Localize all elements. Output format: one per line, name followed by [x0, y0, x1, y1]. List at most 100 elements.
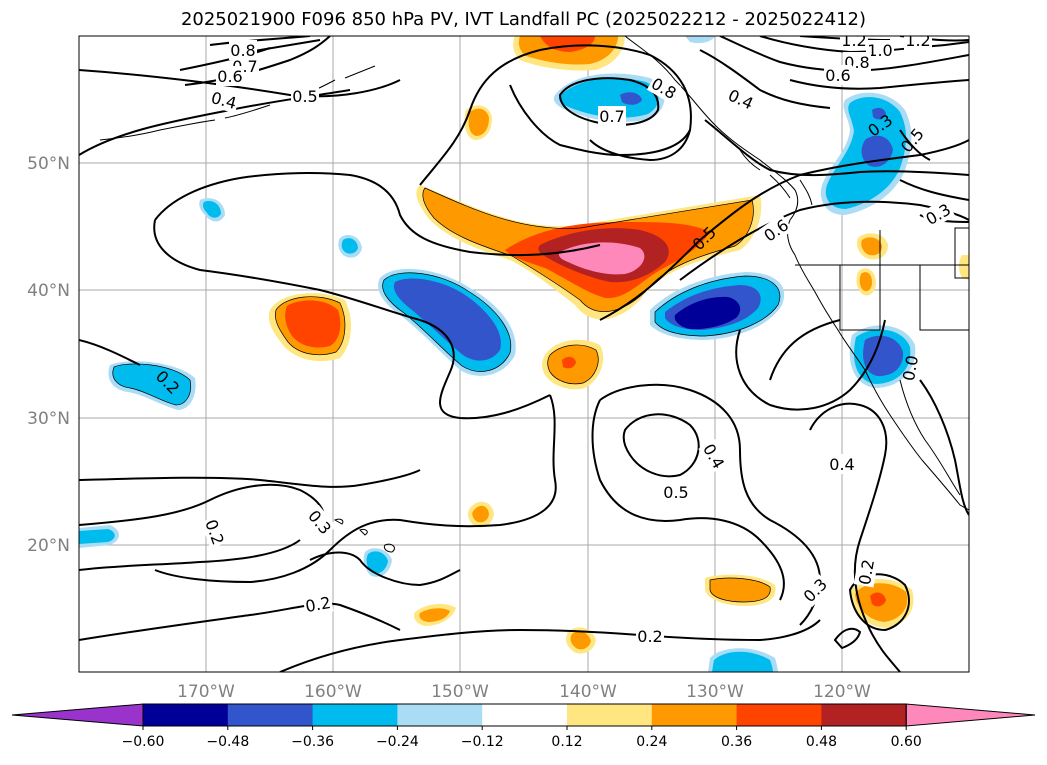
- latitude-labels: 50°N 40°N 30°N 20°N: [27, 154, 70, 556]
- coastline-north-america: [624, 36, 969, 511]
- contour-line-34: [833, 627, 862, 650]
- coastline-baja: [899, 379, 961, 496]
- contour-label-21: 0.5: [663, 483, 688, 502]
- shade-positive-patch-9b: [570, 631, 591, 650]
- contour-label-29: 0.0: [899, 354, 922, 382]
- lat-label-30n: 30°N: [27, 409, 70, 429]
- colorbar-segment: [567, 704, 653, 726]
- contour-line-26: [79, 602, 401, 641]
- shade-negative-patch-3b: [559, 78, 659, 118]
- shade-negative-patch-8b: [341, 238, 358, 254]
- contour-line-23: [79, 483, 325, 526]
- contour-line-14: [789, 79, 969, 90]
- contour-line-10: [699, 49, 831, 109]
- colorbar-segment: [736, 704, 822, 726]
- border-states-3: [919, 265, 969, 331]
- colorbar-tick-label: −0.12: [461, 734, 504, 750]
- contour-label-9: 1.2: [841, 31, 866, 50]
- contour-line-25: [309, 551, 461, 587]
- filled-shading: [79, 36, 969, 672]
- contour-label-25: 0.2: [304, 593, 332, 616]
- lon-label-120w: 120°W: [813, 682, 871, 702]
- colorbar-tick-label: 0.48: [806, 734, 837, 750]
- contour-label-28: 0.2: [855, 558, 878, 586]
- lon-label-160w: 160°W: [304, 682, 362, 702]
- contour-line-32: [279, 619, 821, 672]
- longitude-labels: 170°W 160°W 150°W 140°W 130°W 120°W: [177, 682, 871, 702]
- outline-pos-3: [547, 344, 599, 385]
- contour-label-22: 0.4: [829, 455, 854, 474]
- colorbar-segment: [312, 704, 398, 726]
- lon-label-130w: 130°W: [686, 682, 744, 702]
- contour-line-30: [809, 402, 901, 672]
- border-states-1: [839, 265, 880, 331]
- colorbar-segment: [651, 704, 738, 726]
- shade-positive-patch-10b: [419, 608, 450, 622]
- colorbar-extend-high: [905, 703, 1036, 727]
- lon-label-140w: 140°W: [559, 682, 617, 702]
- coastline-alaska-islands: [99, 65, 376, 141]
- contour-label-1: 0.8: [230, 41, 255, 60]
- colorbar-tick-label: 0.60: [891, 734, 922, 750]
- lat-label-20n: 20°N: [27, 536, 70, 556]
- colorbar: −0.60 −0.48 −0.36 −0.24 −0.12 0.12 0.24 0.36 0.4…: [11, 703, 1036, 750]
- lat-label-50n: 50°N: [27, 154, 70, 174]
- colorbar-frame: [142, 703, 907, 727]
- shade-negative-patch-4d: [872, 107, 886, 120]
- lon-label-150w: 150°W: [431, 682, 489, 702]
- shade-positive-patch-7b: [710, 578, 771, 602]
- figure-title: 2025021900 F096 850 hPa PV, IVT Landfall…: [180, 9, 867, 30]
- contour-line-15: [704, 119, 969, 177]
- shade-positive-patch-3c: [562, 356, 576, 369]
- contour-label-5: 0.5: [292, 87, 317, 106]
- contour-line-22: [79, 469, 421, 488]
- coastlines: [99, 36, 969, 553]
- contour-line-31: [919, 379, 969, 516]
- contour-line-1: [79, 69, 401, 98]
- contour-label-11: 1.2: [905, 31, 930, 50]
- shade-positive-patch-8c: [870, 592, 886, 607]
- contour-line-20: [769, 319, 841, 381]
- colorbar-tick-label: 0.36: [721, 734, 752, 750]
- contour-line-35: [79, 339, 141, 366]
- contour-line-19: [899, 129, 969, 201]
- colorbar-segment: [482, 704, 568, 726]
- outline-neg-6: [112, 363, 192, 406]
- contour-label-6: 0.7: [599, 107, 624, 126]
- contour-line-21: [154, 394, 557, 584]
- contour-line-29: [622, 413, 700, 478]
- outline-pos-2: [274, 296, 346, 356]
- contour-line-7: [419, 44, 692, 186]
- outline-neg-2: [654, 275, 781, 337]
- contour-line-5: [154, 172, 601, 257]
- border-states-4: [954, 227, 969, 279]
- shade-negative-patch-3c: [620, 92, 642, 105]
- shade-negative-patch-6b: [112, 363, 191, 405]
- shade-outlines: [112, 187, 781, 603]
- colorbar-tick-label: −0.48: [206, 734, 249, 750]
- hawaii-islands: [333, 518, 395, 553]
- plot-area: [79, 36, 969, 672]
- shade-negative-patch-12: [685, 36, 715, 44]
- contour-line-24: [79, 539, 301, 571]
- outline-pos-7: [709, 577, 771, 603]
- lon-label-170w: 170°W: [177, 682, 235, 702]
- shade-negative-patch-2d: [674, 296, 741, 330]
- colorbar-tick-label: −0.60: [122, 734, 165, 750]
- shade-positive-patch-5b: [859, 272, 872, 292]
- colorbar-tick-label: −0.36: [291, 734, 334, 750]
- contour-line-28: [591, 399, 785, 601]
- colorbar-segment: [821, 704, 907, 726]
- shade-positive-patch-1b: [468, 108, 489, 136]
- contour-label-27: 0.2: [637, 627, 662, 646]
- coastline-bc-islands: [739, 149, 813, 206]
- contour-line-6: [153, 219, 551, 420]
- colorbar-segment: [397, 704, 483, 726]
- shade-negative-patch-7b: [203, 201, 221, 218]
- colorbar-segment: [143, 704, 229, 726]
- plot-frame: [78, 35, 970, 673]
- contour-label-10: 1.0: [867, 41, 892, 60]
- shade-positive-patch-6b: [472, 505, 489, 523]
- colorbar-extend-low: [11, 703, 144, 727]
- shade-positive-patch-11: [959, 255, 969, 280]
